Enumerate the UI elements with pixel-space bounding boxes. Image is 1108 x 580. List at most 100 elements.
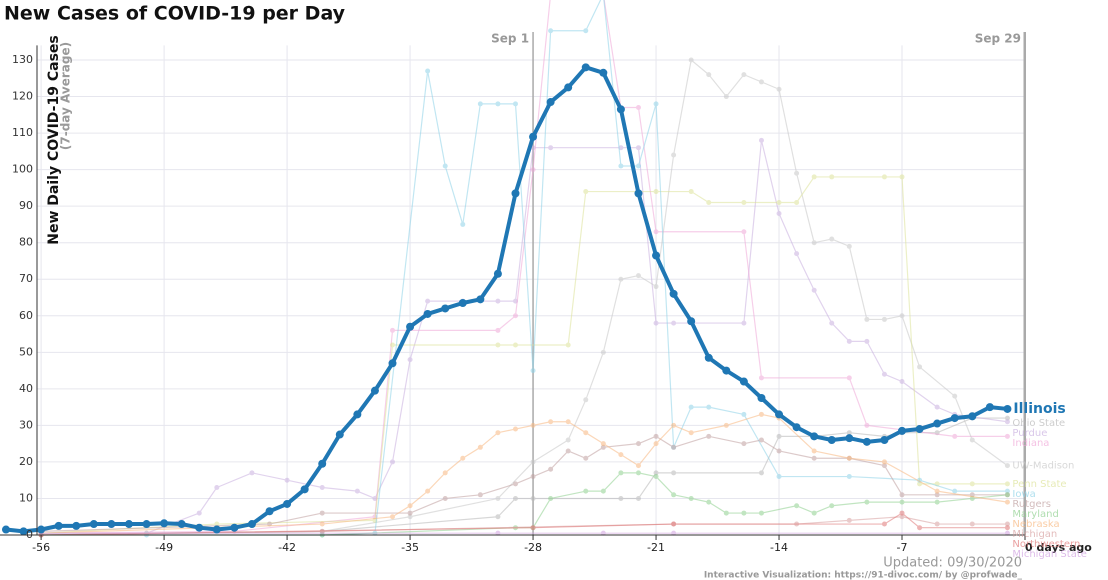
data-point xyxy=(495,298,501,304)
data-point xyxy=(898,426,907,435)
data-point xyxy=(933,419,942,428)
data-point xyxy=(512,481,518,487)
series-line xyxy=(41,417,1008,536)
data-point xyxy=(442,495,448,501)
data-point xyxy=(934,404,940,410)
data-point xyxy=(758,437,764,443)
data-point xyxy=(881,459,887,465)
data-point xyxy=(142,520,151,529)
plot-area xyxy=(1,0,1026,538)
y-tick-label: 100 xyxy=(12,163,33,176)
data-point xyxy=(653,470,659,476)
data-point xyxy=(635,145,641,151)
data-point xyxy=(758,510,764,516)
data-point xyxy=(548,28,554,34)
data-point xyxy=(899,510,905,516)
data-point xyxy=(407,510,413,516)
data-point xyxy=(811,287,817,293)
data-point xyxy=(512,495,518,501)
series xyxy=(144,57,1010,536)
series-label: Penn State xyxy=(1012,479,1066,490)
series-line xyxy=(41,413,1008,534)
data-point xyxy=(899,499,905,505)
data-point xyxy=(600,441,606,447)
data-point xyxy=(565,437,571,443)
data-point xyxy=(530,422,536,428)
data-point xyxy=(864,338,870,344)
data-point xyxy=(776,433,782,439)
data-point xyxy=(529,132,538,141)
data-point xyxy=(952,488,958,494)
data-point xyxy=(985,403,994,412)
series-label: Maryland xyxy=(1012,509,1058,520)
date-marker-label: Sep 1 xyxy=(491,32,529,46)
data-point xyxy=(72,521,81,530)
data-point xyxy=(477,101,483,107)
data-point xyxy=(618,495,624,501)
data-point xyxy=(600,530,606,536)
series-label: Illinois xyxy=(1013,401,1065,417)
y-tick-label: 10 xyxy=(19,491,33,504)
data-point xyxy=(671,152,677,158)
x-tick-label: -35 xyxy=(401,541,419,554)
data-point xyxy=(827,436,836,445)
data-point xyxy=(583,488,589,494)
data-point xyxy=(283,499,292,508)
data-point xyxy=(1,525,10,534)
data-point xyxy=(723,94,729,100)
data-point xyxy=(390,459,396,465)
data-point xyxy=(565,342,571,348)
data-point xyxy=(917,525,923,531)
data-point xyxy=(616,105,625,114)
data-point xyxy=(846,243,852,249)
data-point xyxy=(775,410,784,419)
data-point xyxy=(407,514,413,520)
data-point xyxy=(671,422,677,428)
y-tick-label: 40 xyxy=(19,382,33,395)
data-point xyxy=(600,488,606,494)
series-line xyxy=(41,435,1008,532)
x-tick-label: -28 xyxy=(524,541,542,554)
data-point xyxy=(739,377,748,386)
data-point xyxy=(370,386,379,395)
data-point xyxy=(406,322,415,331)
data-point xyxy=(899,492,905,498)
data-point xyxy=(829,174,835,180)
data-point xyxy=(811,174,817,180)
data-point xyxy=(758,79,764,85)
data-point xyxy=(583,430,589,436)
series-label: Purdue xyxy=(1012,428,1047,439)
data-point xyxy=(390,514,396,520)
series-label: Ohio State xyxy=(1012,418,1065,429)
series-label: Michigan State xyxy=(1012,549,1086,560)
series xyxy=(38,137,1010,536)
data-point xyxy=(688,189,694,195)
data-point xyxy=(512,101,518,107)
data-point xyxy=(600,444,606,450)
data-point xyxy=(1004,488,1010,494)
y-axis-note: (7-day Average) xyxy=(59,42,73,150)
data-point xyxy=(530,459,536,465)
data-point xyxy=(899,514,905,520)
data-point xyxy=(829,236,835,242)
data-point xyxy=(548,419,554,425)
data-point xyxy=(1004,415,1010,421)
data-point xyxy=(460,455,466,461)
series-label: Rutgers xyxy=(1012,499,1051,510)
data-point xyxy=(335,430,344,439)
data-point xyxy=(493,269,502,278)
data-point xyxy=(512,426,518,432)
data-point xyxy=(969,437,975,443)
data-point xyxy=(810,432,819,441)
data-point xyxy=(846,517,852,523)
data-point xyxy=(247,520,256,529)
data-point xyxy=(811,448,817,454)
data-point xyxy=(741,441,747,447)
chart-title: New Cases of COVID-19 per Day xyxy=(4,3,346,25)
data-point xyxy=(300,485,309,494)
data-point xyxy=(845,434,854,443)
data-point xyxy=(652,251,661,260)
data-point xyxy=(899,379,905,385)
data-point xyxy=(1004,499,1010,505)
data-point xyxy=(564,83,573,92)
